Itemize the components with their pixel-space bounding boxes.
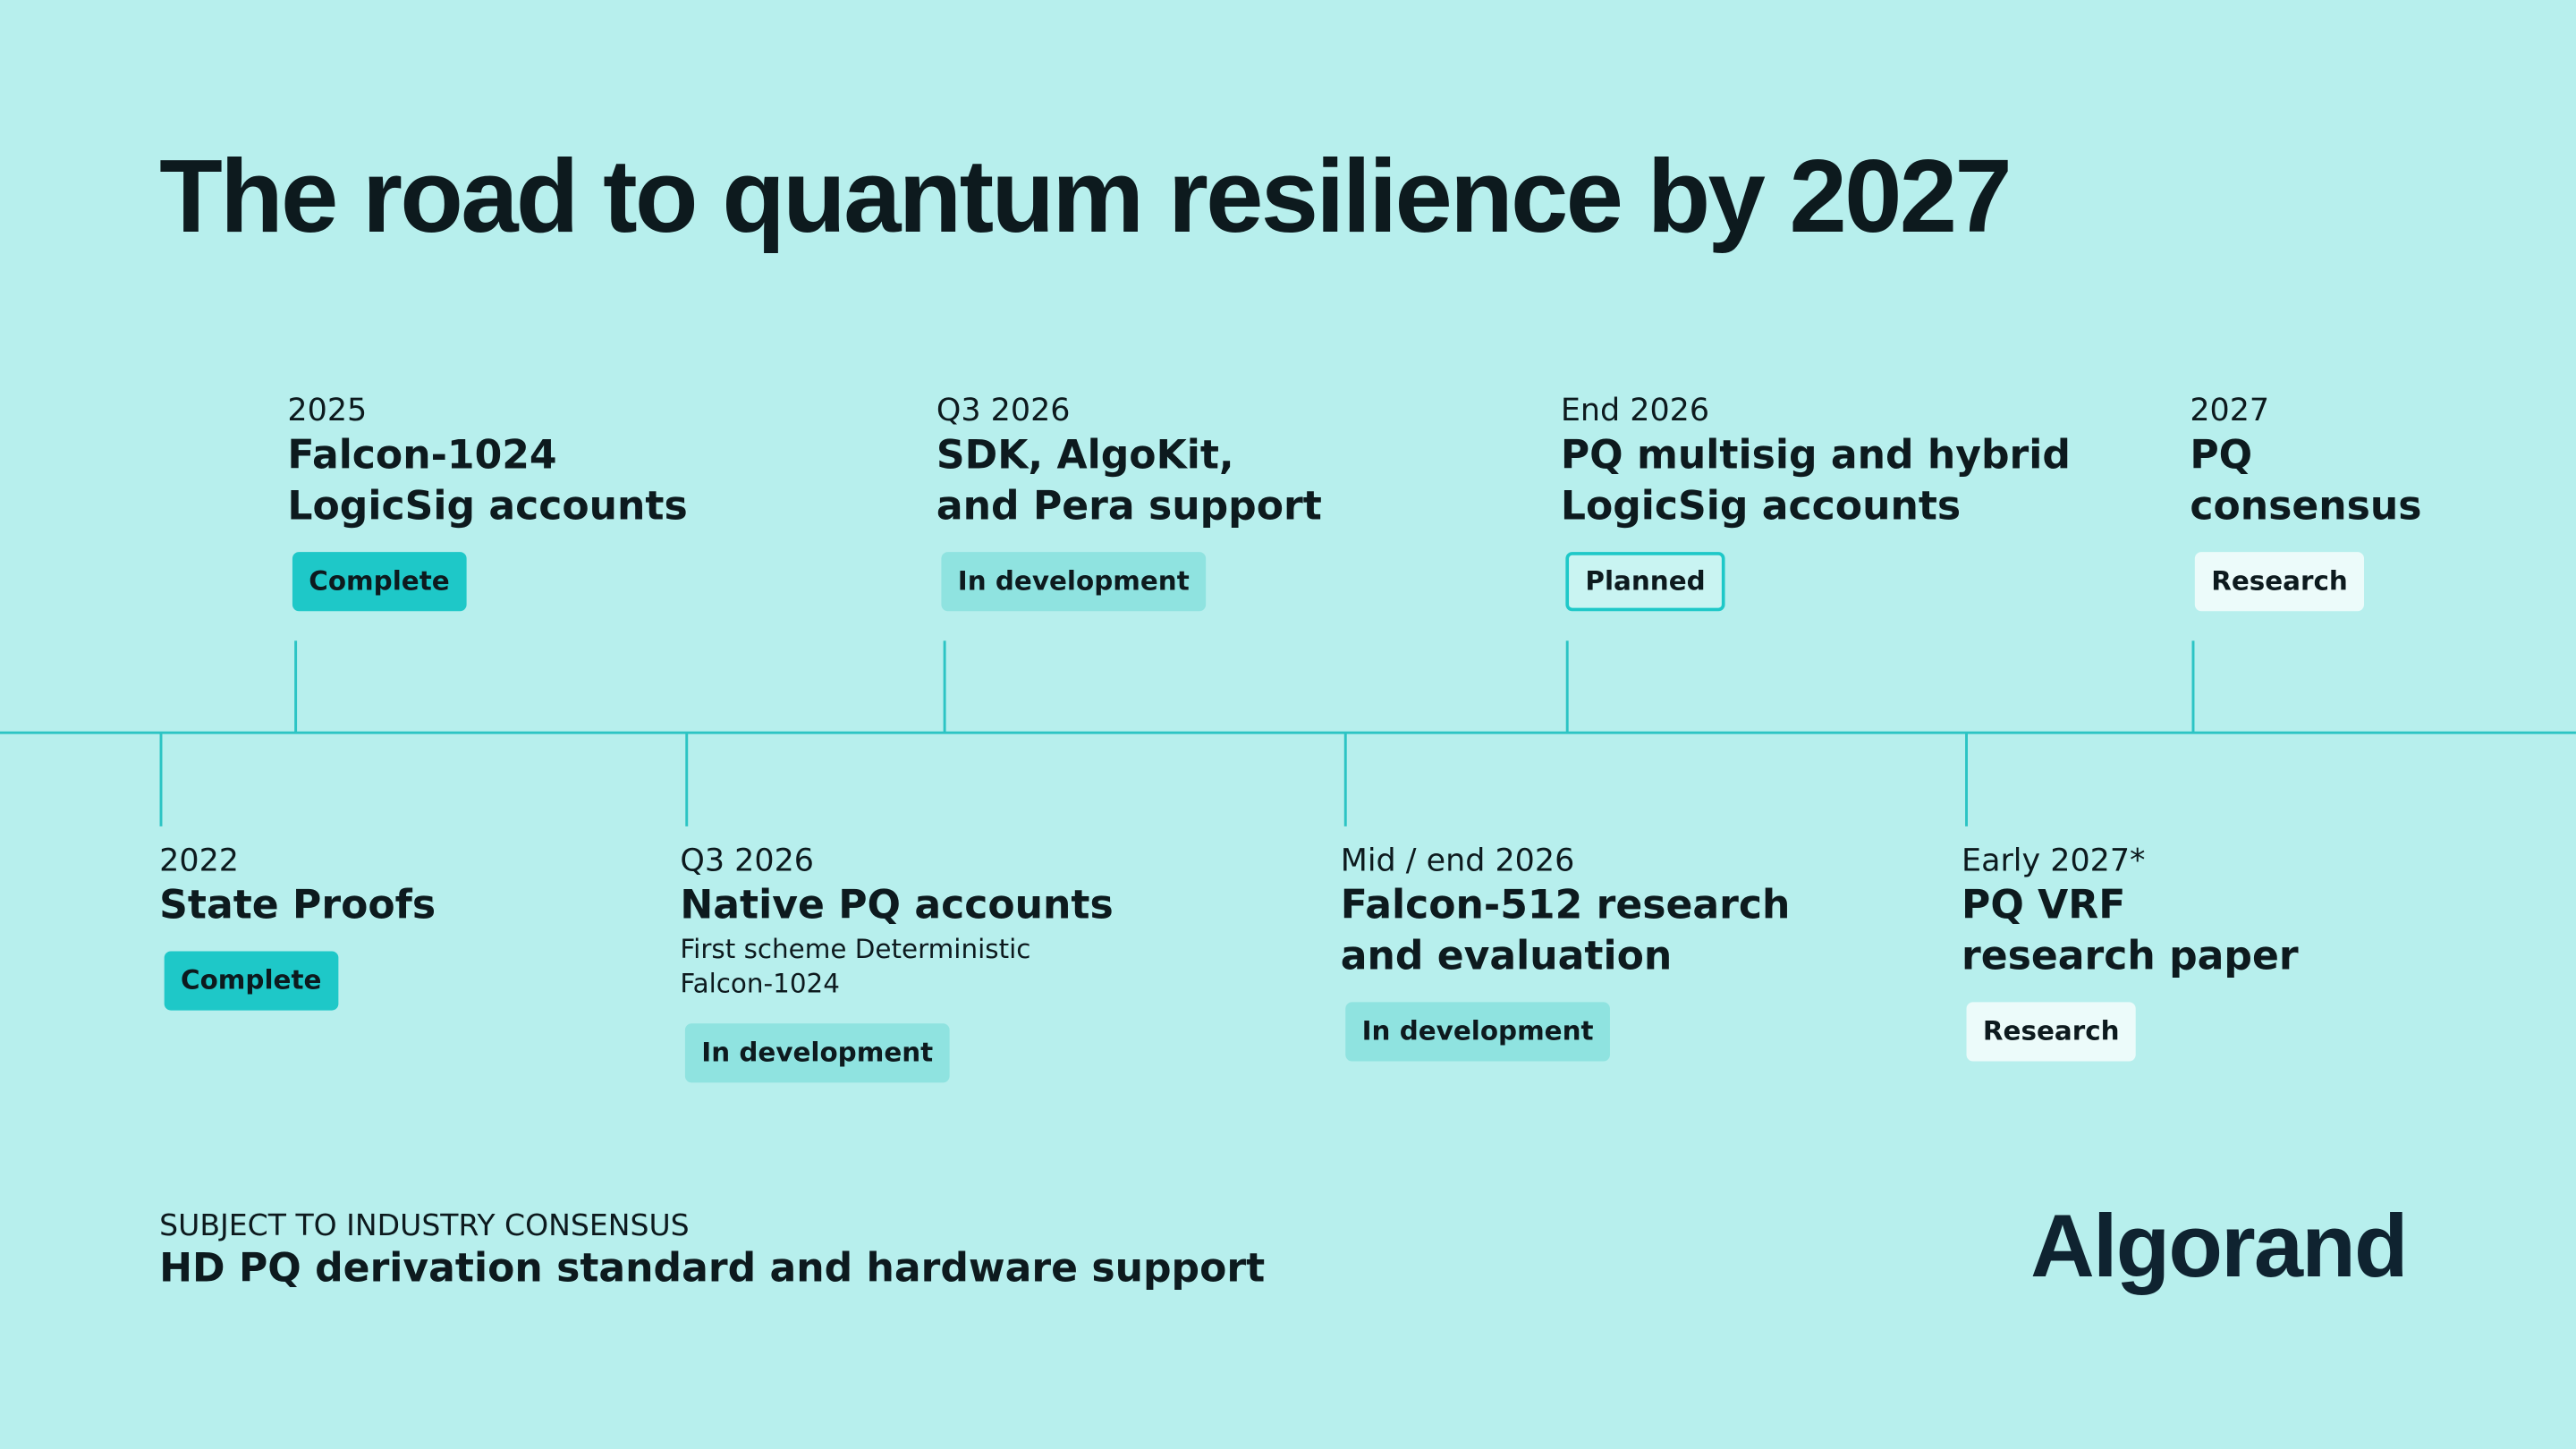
logo: Algorand bbox=[2030, 1197, 2408, 1297]
milestone-title: and evaluation bbox=[1340, 933, 1673, 979]
badge-row: Research bbox=[1962, 982, 2299, 1062]
milestone-title: consensus bbox=[2190, 482, 2422, 530]
badge-row: In development bbox=[936, 532, 1322, 612]
badge-row: Research bbox=[2190, 532, 2421, 612]
milestone: 2025 Falcon-1024 LogicSig accounts Complete bbox=[287, 391, 688, 612]
milestone: End 2026 PQ multisig and hybrid LogicSig a… bbox=[1560, 391, 2071, 612]
status-badge: In development bbox=[941, 552, 1207, 612]
status-badge: In development bbox=[1345, 1002, 1610, 1062]
milestone-title: SDK, AlgoKit, bbox=[936, 432, 1234, 479]
milestone-date: Q3 2026 bbox=[680, 843, 814, 879]
milestone-date: Early 2027* bbox=[1962, 843, 2146, 879]
milestone: Q3 2026 SDK, AlgoKit, and Pera support In d… bbox=[936, 391, 1322, 612]
milestone-title: research paper bbox=[1962, 933, 2299, 979]
badge-row: Planned bbox=[1561, 532, 2071, 612]
status-badge: Research bbox=[1966, 1002, 2136, 1062]
milestone-date: 2027 bbox=[2190, 392, 2270, 429]
milestone-title: PQ VRF bbox=[1962, 882, 2126, 928]
milestone-date: Q3 2026 bbox=[936, 392, 1071, 429]
milestone-title: State Proofs bbox=[159, 882, 436, 928]
title: The road to quantum resilience by 2027 bbox=[159, 140, 2012, 255]
milestone-title: LogicSig accounts bbox=[1560, 482, 1962, 530]
status-badge: Planned bbox=[1565, 552, 1725, 612]
footer-text: HD PQ derivation standard and hardware s… bbox=[159, 1245, 1266, 1292]
status-badge: Complete bbox=[164, 951, 338, 1011]
milestone-title: Falcon-1024 bbox=[287, 432, 557, 479]
status-badge: In development bbox=[684, 1023, 950, 1083]
milestone-title: Native PQ accounts bbox=[680, 882, 1114, 928]
milestone-note: First scheme Deterministic bbox=[680, 933, 1031, 965]
milestone-title: and Pera support bbox=[936, 482, 1322, 530]
milestone: 2027 PQ consensus Research bbox=[2190, 391, 2422, 612]
footer-label: SUBJECT TO INDUSTRY CONSENSUS bbox=[159, 1208, 690, 1244]
milestone-date: End 2026 bbox=[1560, 392, 1710, 429]
milestone: 2022 State Proofs Complete bbox=[159, 841, 436, 1011]
status-badge: Complete bbox=[292, 552, 467, 612]
milestone-title: PQ bbox=[2190, 432, 2253, 479]
milestone-date: Mid / end 2026 bbox=[1340, 843, 1575, 879]
milestone-title: LogicSig accounts bbox=[287, 482, 688, 530]
milestone-date: 2025 bbox=[287, 392, 368, 429]
milestone-title: Falcon-512 research bbox=[1340, 882, 1791, 928]
badge-row: In development bbox=[680, 1004, 1113, 1083]
status-badge: Research bbox=[2194, 552, 2365, 612]
milestone: Early 2027* PQ VRF research paper Research bbox=[1962, 841, 2299, 1062]
badge-row: Complete bbox=[287, 532, 687, 612]
milestone: Q3 2026 Native PQ accounts First scheme De… bbox=[680, 841, 1114, 1083]
milestone-title: PQ multisig and hybrid bbox=[1560, 432, 2071, 479]
milestone: Mid / end 2026 Falcon-512 research and eva… bbox=[1340, 841, 1791, 1062]
badge-row: Complete bbox=[159, 931, 436, 1011]
milestone-note: Falcon-1024 bbox=[680, 967, 840, 999]
milestone-date: 2022 bbox=[159, 843, 239, 879]
badge-row: In development bbox=[1341, 982, 1791, 1062]
